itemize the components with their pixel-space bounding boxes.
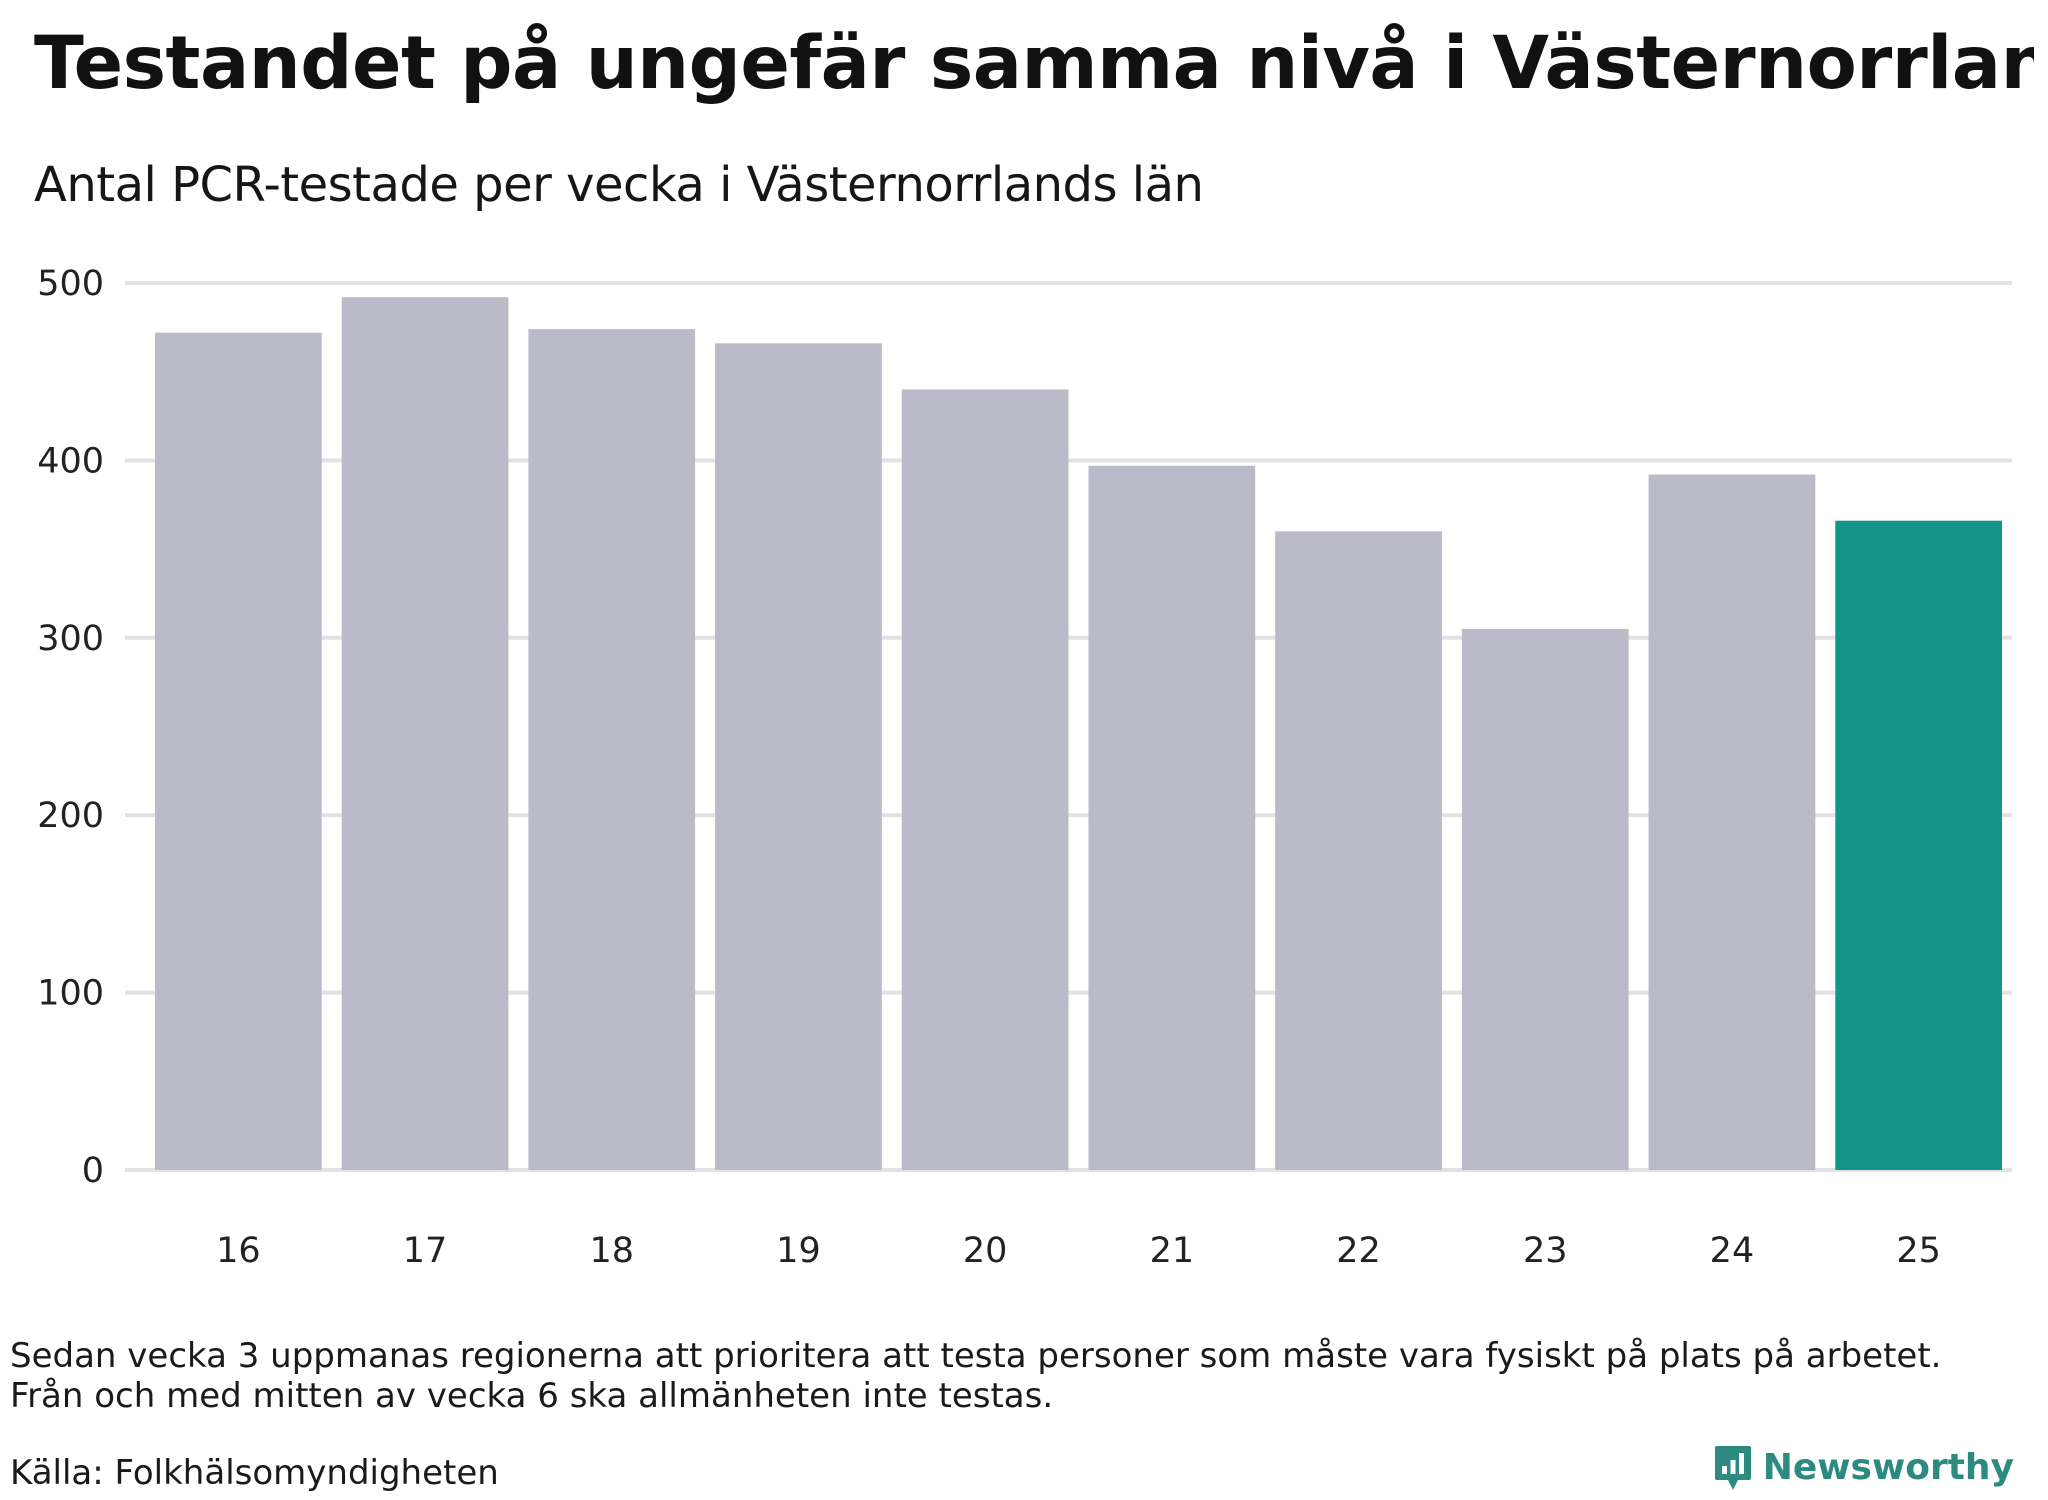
bar-week-24 (1648, 474, 1816, 1170)
footnote-line-1: Sedan vecka 3 uppmanas regionerna att pr… (10, 1336, 1942, 1376)
source-credit: Källa: Folkhälsomyndigheten (10, 1453, 499, 1493)
footnote-line-2: Från och med mitten av vecka 6 ska allmä… (10, 1376, 1054, 1416)
y-tick-label: 500 (37, 264, 104, 304)
x-tick-label: 16 (216, 1231, 261, 1271)
x-tick-label: 21 (1150, 1231, 1195, 1271)
brand-name: Newsworthy (1762, 1447, 2014, 1488)
x-tick-label: 24 (1710, 1231, 1755, 1271)
y-tick-label: 300 (37, 619, 104, 659)
y-tick-label: 400 (37, 441, 104, 481)
x-tick-label: 23 (1523, 1231, 1568, 1271)
bar-week-18 (528, 329, 696, 1170)
y-tick-label: 200 (37, 796, 104, 836)
x-tick-label: 19 (776, 1231, 821, 1271)
brand-logo: Newsworthy (1713, 1444, 2014, 1492)
bar-week-19 (715, 343, 882, 1170)
y-tick-label: 0 (82, 1151, 104, 1191)
newsworthy-logo-icon (1714, 1446, 1751, 1490)
x-tick-label: 25 (1896, 1231, 1941, 1271)
x-tick-label: 20 (963, 1231, 1008, 1271)
bar-week-16 (154, 332, 322, 1170)
bar-week-22 (1275, 531, 1442, 1170)
bar-week-25 (1835, 520, 2003, 1170)
chart-title: Testandet på ungefär samma nivå i Väster… (34, 21, 2034, 106)
y-tick-label: 100 (37, 974, 104, 1014)
x-tick-label: 17 (403, 1231, 448, 1271)
bar-week-20 (901, 389, 1069, 1170)
footnote: Sedan vecka 3 uppmanas regionerna att pr… (10, 1336, 1941, 1416)
bar-chart: 0 100 200 300 400 500 16 17 18 19 20 21 22 23 24 25 (37, 264, 2012, 1271)
bar-week-21 (1088, 465, 1256, 1170)
x-tick-label: 22 (1336, 1231, 1381, 1271)
bar-week-23 (1461, 628, 1629, 1170)
bars (154, 297, 2003, 1170)
y-axis-ticks: 0 100 200 300 400 500 (37, 264, 104, 1191)
x-axis-ticks: 16 17 18 19 20 21 22 23 24 25 (216, 1231, 1941, 1271)
x-tick-label: 18 (589, 1231, 634, 1271)
chart-subtitle: Antal PCR-testade per vecka i Västernorr… (34, 157, 1204, 213)
bar-week-17 (341, 297, 509, 1170)
